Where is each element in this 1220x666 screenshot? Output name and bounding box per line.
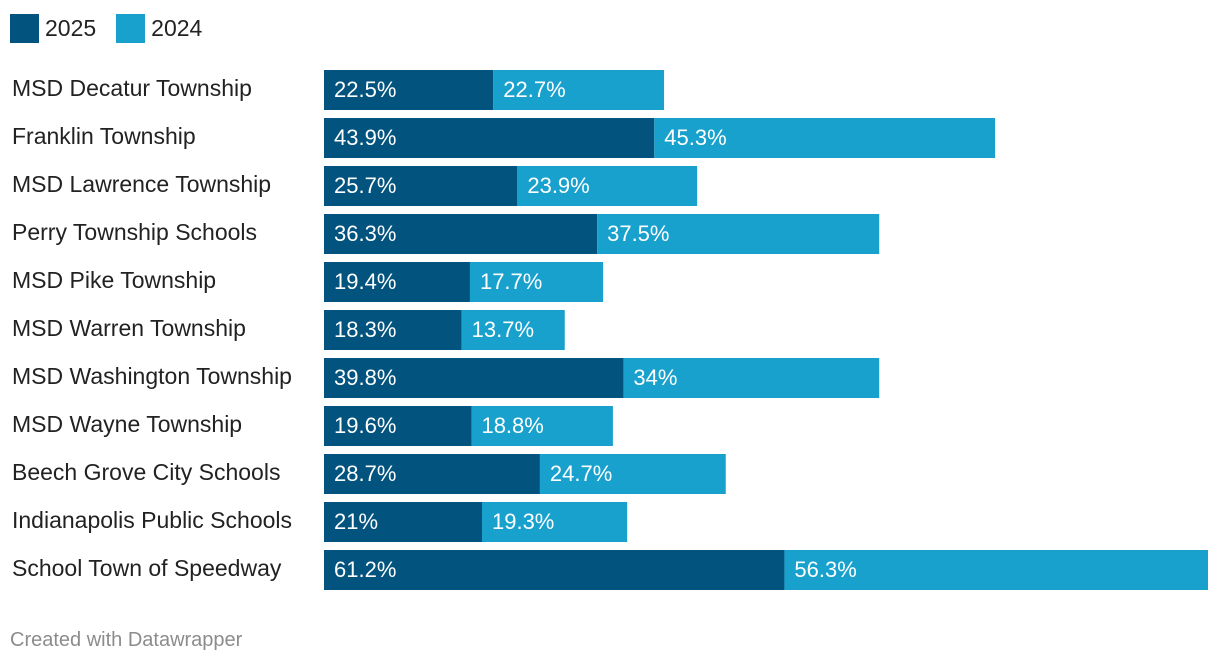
bar-value-label: 21%: [334, 509, 378, 534]
bar-2024: [481, 502, 628, 542]
legend: 2025 2024: [10, 12, 222, 44]
row-label: School Town of Speedway: [12, 555, 282, 581]
bar-value-label: 28.7%: [334, 461, 396, 486]
bar-value-label: 45.3%: [664, 125, 726, 150]
legend-swatch-2025: [10, 13, 39, 43]
bar-2024: [517, 166, 698, 206]
legend-item-2025: 2025: [10, 13, 97, 43]
bar-2025: [324, 214, 598, 254]
row-label: Beech Grove City Schools: [12, 459, 280, 485]
bar-value-label: 22.5%: [334, 77, 396, 102]
row-label: Franklin Township: [12, 123, 196, 149]
bar-2025: [324, 358, 624, 398]
bar-value-label: 18.3%: [334, 317, 396, 342]
legend-label-2025: 2025: [45, 14, 97, 41]
bar-2025: [324, 166, 518, 206]
row-label: Perry Township Schools: [12, 219, 257, 245]
bar-2024: [623, 358, 880, 398]
bar-2024: [471, 406, 613, 446]
bar-value-label: 39.8%: [334, 365, 396, 390]
credit-text: Created with Datawrapper: [10, 629, 243, 651]
row-label: MSD Lawrence Township: [12, 171, 271, 197]
bar-value-label: 13.7%: [472, 317, 534, 342]
legend-swatch-2024: [116, 13, 146, 43]
row-label: MSD Pike Township: [12, 267, 216, 293]
bar-value-label: 19.6%: [334, 413, 396, 438]
bar-value-label: 19.3%: [492, 509, 554, 534]
bar-2025: [324, 550, 785, 590]
bar-2025: [324, 262, 470, 302]
bar-value-label: 43.9%: [334, 125, 396, 150]
bar-2024: [461, 310, 565, 350]
row-label: MSD Wayne Township: [12, 411, 242, 437]
row-label: MSD Warren Township: [12, 315, 246, 341]
row-label: MSD Decatur Township: [12, 75, 252, 101]
bar-2025: [324, 70, 494, 110]
bar-2025: [324, 406, 472, 446]
bar-2024: [493, 70, 665, 110]
bar-2024: [469, 262, 604, 302]
legend-label-2024: 2024: [151, 14, 203, 41]
bar-value-label: 34%: [633, 365, 677, 390]
bar-value-label: 19.4%: [334, 269, 396, 294]
bar-2024: [597, 214, 880, 254]
bar-value-label: 36.3%: [334, 221, 396, 246]
bar-value-label: 17.7%: [480, 269, 542, 294]
legend-item-2024: 2024: [116, 13, 203, 43]
bar-value-label: 23.9%: [527, 173, 589, 198]
bar-value-label: 24.7%: [550, 461, 612, 486]
bar-2025: [324, 502, 482, 542]
bar-value-label: 37.5%: [607, 221, 669, 246]
bar-2025: [324, 118, 655, 158]
bar-2025: [324, 454, 540, 494]
bar-value-label: 25.7%: [334, 173, 396, 198]
bar-value-label: 56.3%: [794, 557, 856, 582]
bar-2024: [784, 550, 1208, 590]
row-label: Indianapolis Public Schools: [12, 507, 292, 533]
bar-value-label: 22.7%: [503, 77, 565, 102]
row-label: MSD Washington Township: [12, 363, 292, 389]
bar-2024: [539, 454, 726, 494]
bar-value-label: 18.8%: [481, 413, 543, 438]
bar-2025: [324, 310, 462, 350]
bar-value-label: 61.2%: [334, 557, 396, 582]
bar-2024: [654, 118, 996, 158]
bar-chart: MSD Decatur Township 22.5% 22.7% Franklin T…: [12, 70, 1208, 590]
